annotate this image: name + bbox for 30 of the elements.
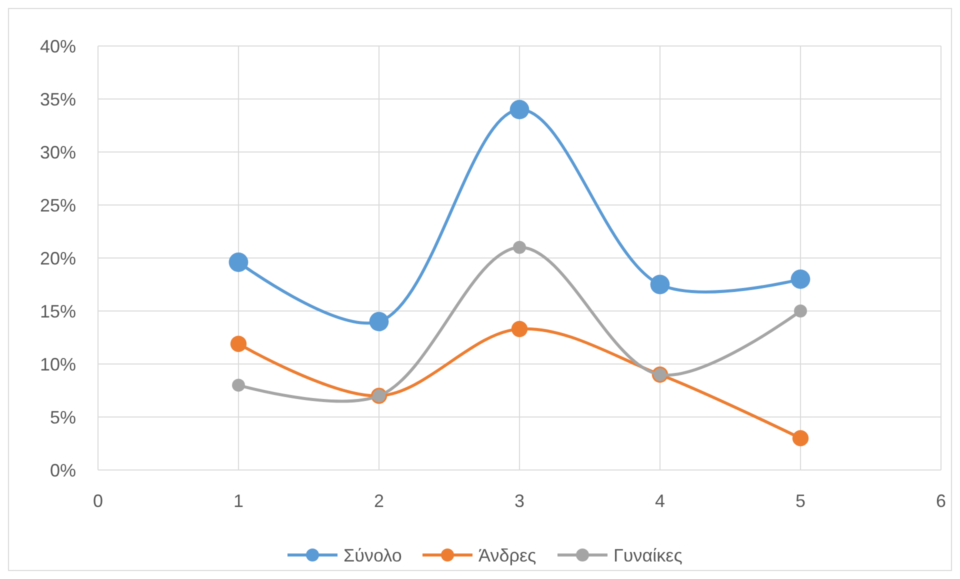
y-tick-label: 20% [40, 248, 76, 268]
x-tick-label: 4 [654, 491, 666, 511]
y-tick-label: 40% [40, 36, 76, 56]
y-tick-label: 25% [40, 195, 76, 216]
y-tick-label: 10% [40, 354, 76, 374]
point [232, 378, 245, 392]
legend-label: Άνδρες [478, 545, 536, 566]
x-tick-label: 3 [514, 491, 525, 511]
point [650, 274, 670, 294]
y-tick-label: 15% [40, 301, 76, 322]
point [794, 304, 807, 318]
point [228, 252, 248, 272]
point [790, 270, 810, 289]
y-tick-label: 0% [50, 460, 76, 480]
x-tick-label: 2 [374, 491, 384, 511]
x-tick-label: 6 [936, 491, 946, 511]
point [510, 100, 530, 120]
legend-label: Γυναίκες [614, 545, 683, 566]
y-tick-label: 35% [40, 89, 76, 110]
point [792, 430, 809, 446]
y-tick-label: 30% [40, 142, 76, 162]
x-tick-label: 0 [92, 491, 104, 511]
x-tick-label: 5 [795, 491, 806, 511]
legend-label: Σύνολο [344, 545, 402, 566]
point [511, 320, 528, 338]
x-tick-label: 1 [233, 491, 244, 511]
point [369, 312, 389, 332]
point [230, 336, 247, 352]
point [513, 240, 526, 254]
y-tick-label: 5% [50, 407, 76, 428]
